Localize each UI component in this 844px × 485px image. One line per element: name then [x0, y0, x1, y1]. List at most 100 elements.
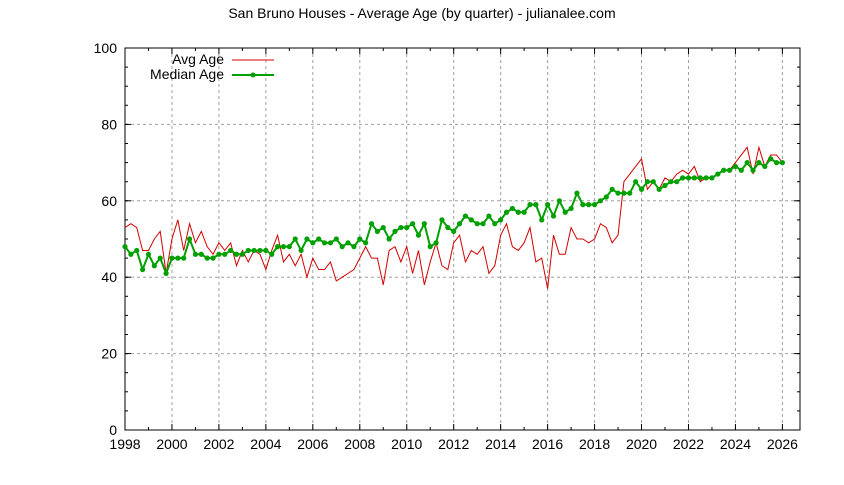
x-tick-label: 2008	[344, 436, 375, 452]
data-point-median-age	[175, 255, 181, 261]
data-point-median-age	[674, 179, 680, 185]
data-point-median-age	[134, 247, 140, 254]
data-point-median-age	[386, 236, 392, 242]
x-tick-label: 2012	[438, 436, 469, 452]
data-point-median-age	[662, 182, 668, 189]
data-point-median-age	[615, 190, 621, 196]
data-point-median-age	[363, 240, 369, 246]
data-point-median-age	[732, 163, 739, 170]
data-point-median-age	[756, 160, 762, 166]
data-point-median-age	[404, 224, 410, 231]
data-point-median-age	[597, 198, 604, 204]
data-point-median-age	[181, 255, 187, 261]
data-point-median-age	[621, 190, 627, 196]
data-point-median-age	[275, 244, 281, 250]
data-point-median-age	[779, 160, 785, 166]
series-line-avg-age	[124, 145, 783, 289]
data-point-median-age	[439, 217, 445, 223]
data-point-median-age	[656, 186, 662, 192]
data-point-median-age	[122, 244, 128, 250]
x-tick-label: 2014	[485, 436, 516, 452]
data-point-median-age	[527, 202, 533, 208]
data-point-median-age	[298, 247, 304, 254]
data-point-median-age	[210, 255, 216, 261]
data-point-median-age	[186, 236, 193, 242]
data-point-median-age	[263, 247, 269, 254]
data-point-median-age	[339, 244, 345, 250]
data-point-median-age	[392, 228, 398, 234]
data-point-median-age	[480, 221, 486, 227]
data-point-median-age	[462, 213, 469, 219]
data-point-median-age	[562, 209, 568, 215]
data-point-median-age	[357, 236, 363, 242]
data-point-median-age	[374, 228, 380, 234]
data-point-median-age	[192, 251, 199, 257]
data-point-median-age	[128, 251, 134, 257]
data-point-median-age	[539, 217, 545, 223]
data-point-median-age	[474, 221, 480, 227]
data-point-median-age	[574, 190, 580, 196]
series-layer	[122, 145, 785, 289]
data-point-median-age	[521, 209, 527, 215]
data-point-median-age	[269, 251, 275, 257]
data-point-median-age	[744, 160, 750, 166]
data-point-median-age	[292, 236, 298, 242]
x-tick-label: 2000	[156, 436, 187, 452]
data-point-median-age	[545, 202, 551, 208]
plot-border	[124, 47, 801, 431]
data-point-median-age	[715, 171, 721, 177]
legend-marker-median-age	[250, 72, 256, 78]
data-point-median-age	[468, 217, 474, 223]
y-tick-label: 40	[101, 269, 117, 285]
data-point-median-age	[327, 240, 334, 246]
legend-label-median-age: Median Age	[150, 66, 224, 82]
data-point-median-age	[633, 179, 639, 185]
x-tick-label: 1998	[109, 436, 140, 452]
data-point-median-age	[445, 224, 451, 231]
data-point-median-age	[351, 244, 357, 250]
data-point-median-age	[222, 251, 228, 257]
x-tick-label: 2022	[673, 436, 704, 452]
data-point-median-age	[169, 255, 175, 261]
data-point-median-age	[198, 251, 204, 257]
data-point-median-age	[492, 221, 498, 227]
y-tick-label: 100	[94, 40, 118, 56]
data-point-median-age	[345, 240, 351, 246]
data-point-median-age	[333, 236, 339, 242]
data-point-median-age	[415, 232, 422, 238]
data-point-median-age	[245, 247, 251, 254]
data-point-median-age	[709, 175, 715, 181]
data-point-median-age	[644, 179, 650, 185]
x-tick-label: 2018	[579, 436, 610, 452]
data-point-median-age	[286, 244, 292, 250]
x-tick-label: 2024	[720, 436, 751, 452]
data-point-median-age	[591, 202, 598, 208]
y-tick-label: 60	[101, 193, 117, 209]
data-point-median-age	[703, 175, 709, 181]
data-point-median-age	[410, 221, 416, 227]
data-point-median-age	[310, 240, 316, 246]
data-point-median-age	[304, 236, 310, 242]
x-tick-label: 2016	[532, 436, 563, 452]
data-point-median-age	[486, 213, 492, 219]
data-point-median-age	[228, 247, 234, 254]
data-point-median-age	[509, 205, 515, 212]
data-point-median-age	[726, 167, 733, 173]
data-point-median-age	[427, 244, 433, 250]
data-point-median-age	[568, 205, 574, 212]
data-point-median-age	[398, 224, 404, 231]
x-tick-label: 2020	[626, 436, 657, 452]
data-point-median-age	[280, 244, 287, 250]
x-tick-label: 2026	[767, 436, 798, 452]
axis-ticks: 1998 2000 2002 2004 2006 2008 2010 2012 2014 2016…	[94, 40, 800, 452]
y-tick-label: 20	[101, 346, 117, 362]
data-point-median-age	[773, 160, 780, 166]
data-point-median-age	[768, 156, 774, 162]
x-tick-label: 2004	[250, 436, 281, 452]
data-point-median-age	[738, 167, 744, 173]
data-point-median-age	[550, 213, 557, 219]
data-point-median-age	[316, 236, 322, 242]
data-point-median-age	[498, 217, 504, 223]
data-point-median-age	[433, 240, 439, 246]
